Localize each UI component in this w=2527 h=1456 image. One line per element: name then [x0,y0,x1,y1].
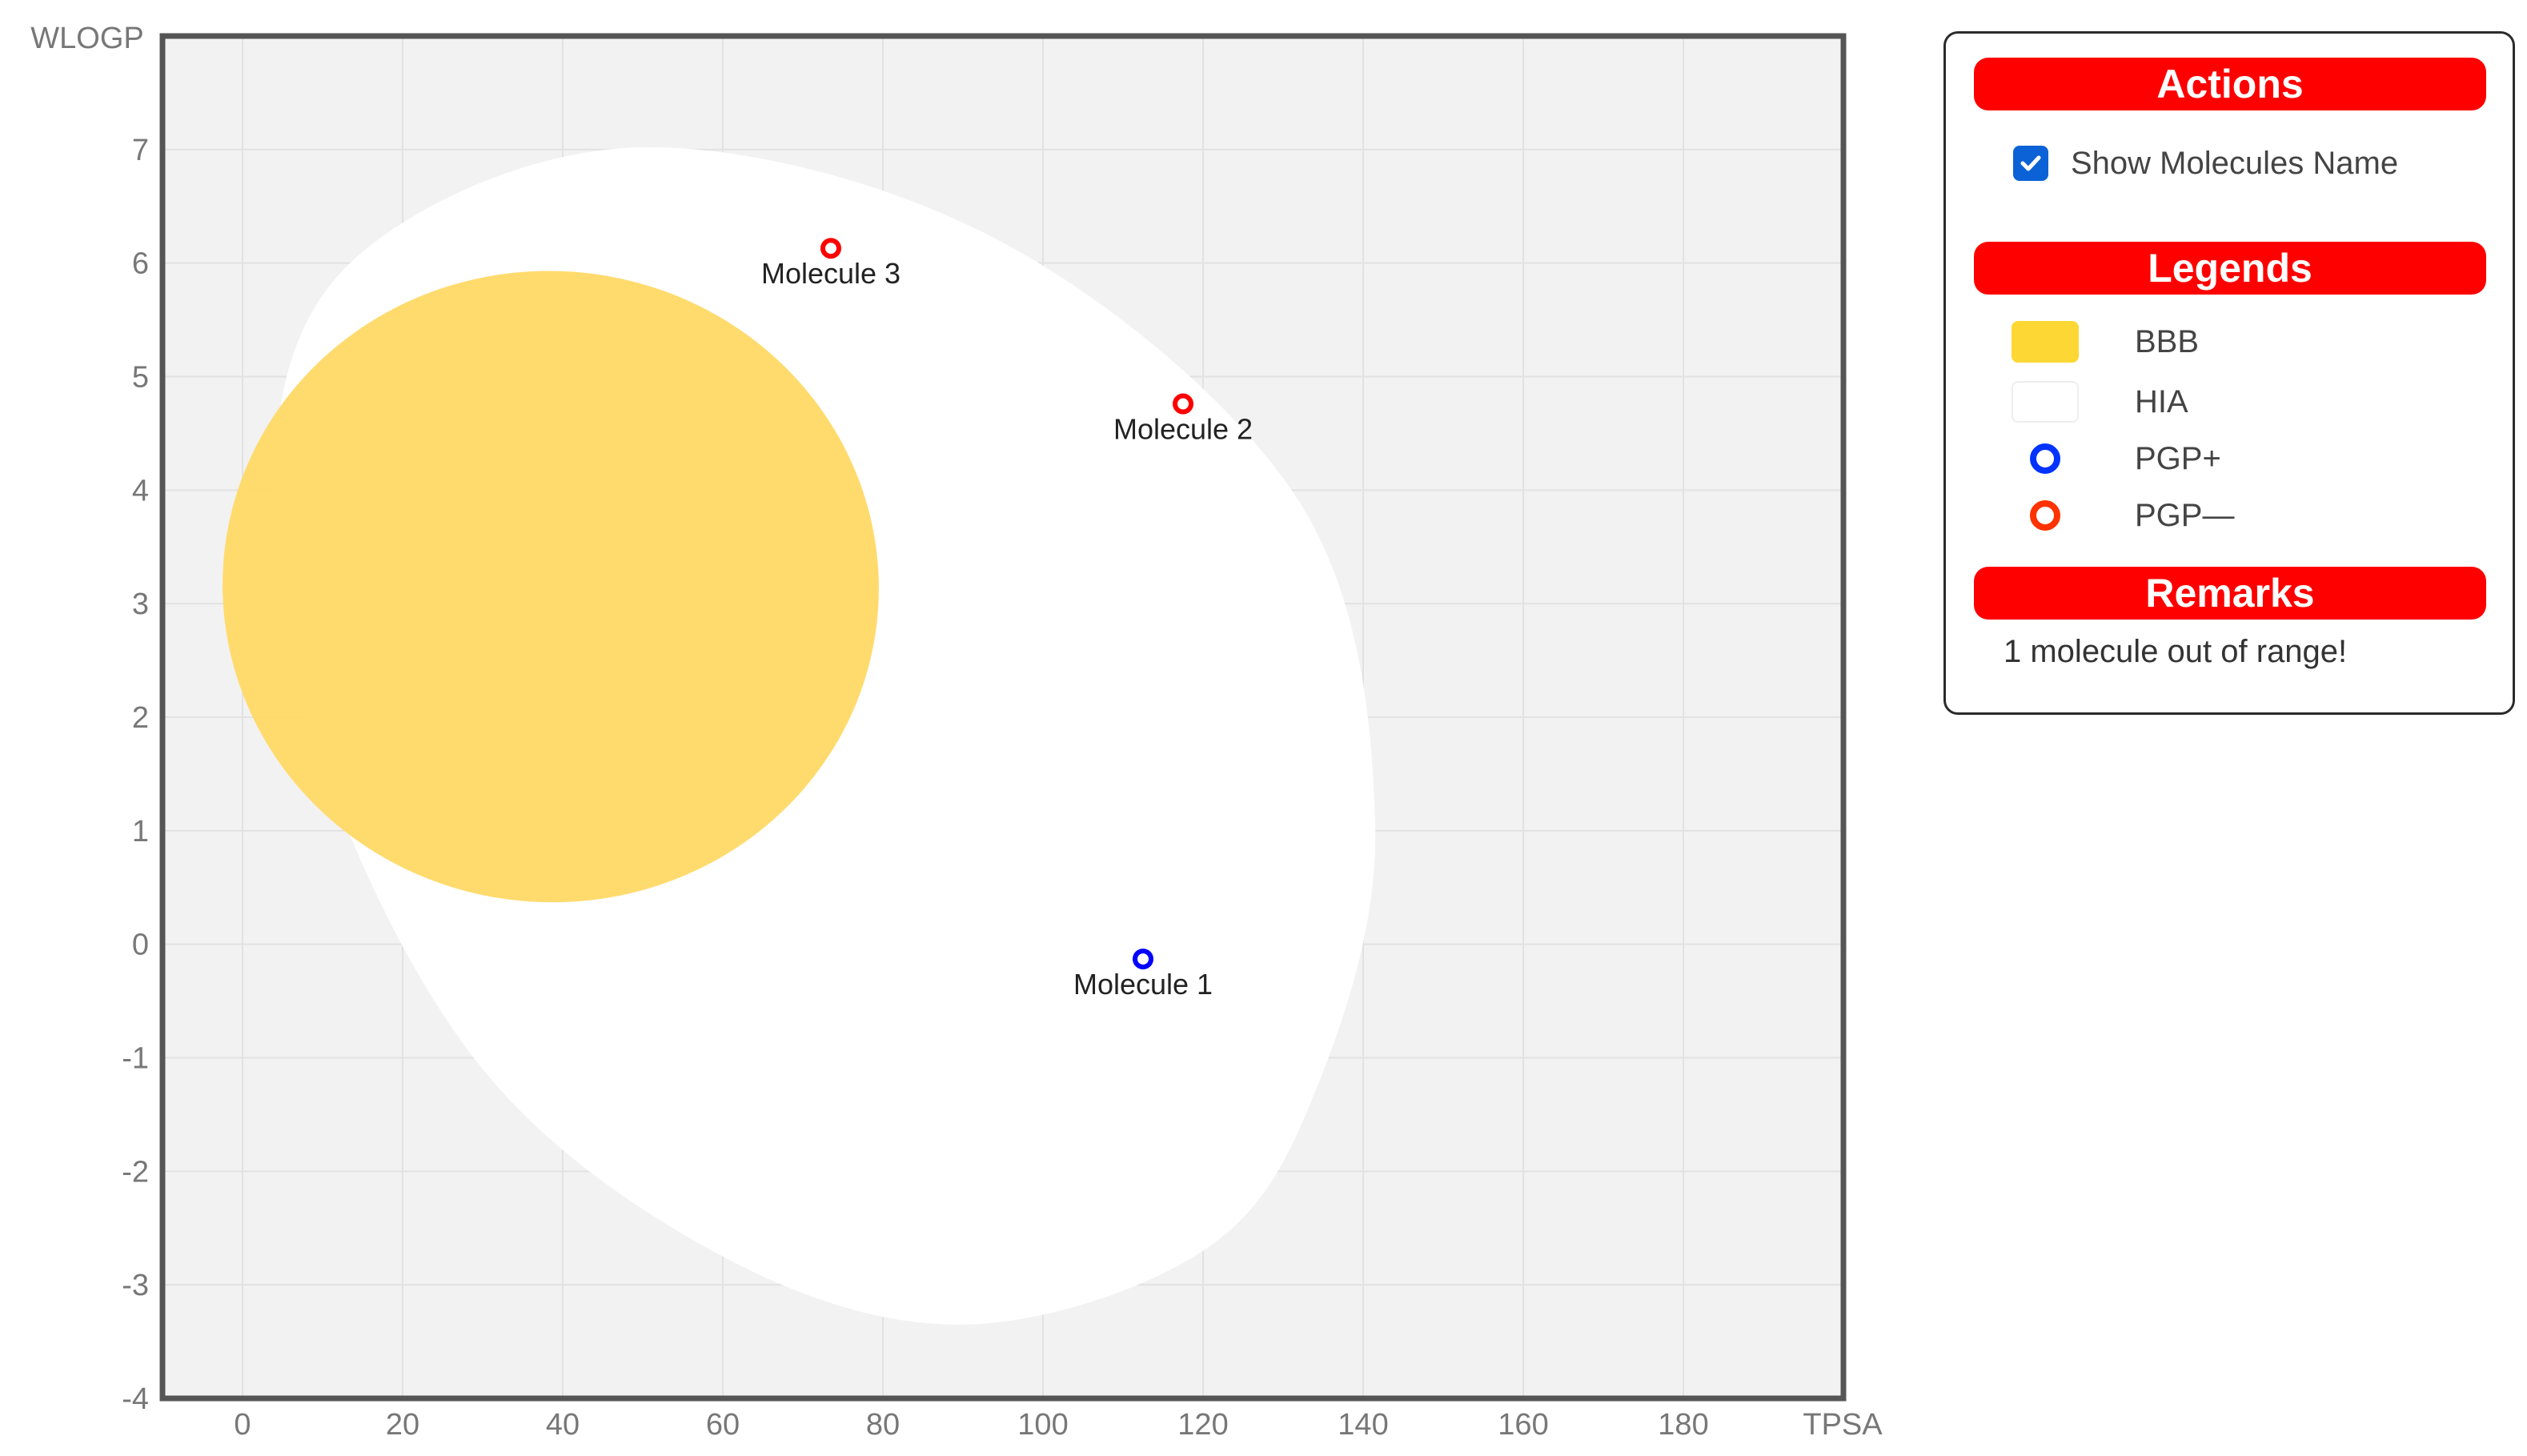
molecule-label: Molecule 2 [1113,413,1253,446]
legend-label: PGP— [2135,497,2235,533]
hia-swatch [2012,381,2079,423]
check-icon [2020,155,2041,171]
x-tick-label: 160 [1498,1408,1548,1442]
y-tick-label: -4 [122,1382,149,1416]
remarks-header: Remarks [1974,567,2486,620]
remark-text: 1 molecule out of range! [2004,634,2348,669]
molecule-label: Molecule 3 [761,257,900,290]
pgp-plus-marker-icon [2012,438,2079,479]
side-panel: Actions Show Molecules Name Legends BBB … [1943,31,2515,715]
x-tick-label: 0 [234,1408,251,1442]
y-axis-ticks: -4 -3 -2 -1 0 1 2 3 4 5 6 7 [122,134,149,1416]
x-axis-label: TPSA [1803,1408,1883,1442]
y-tick-label: -2 [122,1155,149,1189]
y-tick-label: -3 [122,1269,149,1302]
x-tick-label: 60 [706,1408,740,1442]
legend-label: HIA [2135,383,2188,419]
y-tick-label: 6 [132,247,149,281]
y-tick-label: 4 [132,474,149,507]
legend-item-hia: HIA [2012,381,2188,423]
y-tick-label: 5 [132,361,149,395]
x-tick-label: 120 [1177,1408,1228,1442]
y-tick-label: 1 [132,815,149,848]
y-tick-label: 0 [132,929,149,962]
show-names-option[interactable]: Show Molecules Name [2013,139,2398,187]
y-tick-label: 2 [132,701,149,735]
legend-label: BBB [2135,323,2200,359]
x-tick-label: 40 [546,1408,580,1442]
molecule-marker[interactable] [1173,393,1193,415]
show-names-label[interactable]: Show Molecules Name [2071,145,2399,181]
legend-item-pgp-plus: PGP+ [2012,438,2221,479]
x-tick-label: 80 [866,1408,900,1442]
bbb-swatch [2012,321,2079,363]
legend-label: PGP+ [2135,440,2221,476]
actions-header: Actions [1974,58,2486,110]
x-tick-label: 100 [1017,1408,1068,1442]
legend-item-bbb: BBB [2012,321,2199,363]
molecule-marker[interactable] [1133,949,1153,970]
y-axis-label: WLOGP [30,22,143,55]
x-tick-label: 180 [1658,1408,1708,1442]
pgp-minus-marker-icon [2012,495,2079,536]
x-axis-ticks: 0 20 40 60 80 100 120 140 160 180 [234,1408,1708,1442]
plot-frame [159,33,1847,1402]
bbb-region [223,271,879,903]
y-tick-label: -1 [122,1042,149,1076]
show-names-checkbox[interactable] [2013,146,2048,181]
x-tick-label: 140 [1338,1408,1388,1442]
molecule-label: Molecule 1 [1073,968,1213,1001]
legend-item-pgp-minus: PGP— [2012,495,2234,536]
molecule-marker[interactable] [820,238,841,259]
scatter-chart: 0 20 40 60 80 100 120 140 160 180 -4 -3 -2 -1 0 1 2 3 4 5 6… [30,22,1883,1442]
legends-header: Legends [1974,242,2486,295]
y-tick-label: 3 [132,588,149,621]
x-tick-label: 20 [386,1408,419,1442]
data-points: Molecule 1 Molecule 2 Molecule 3 [761,238,1253,1001]
y-tick-label: 7 [132,134,149,167]
